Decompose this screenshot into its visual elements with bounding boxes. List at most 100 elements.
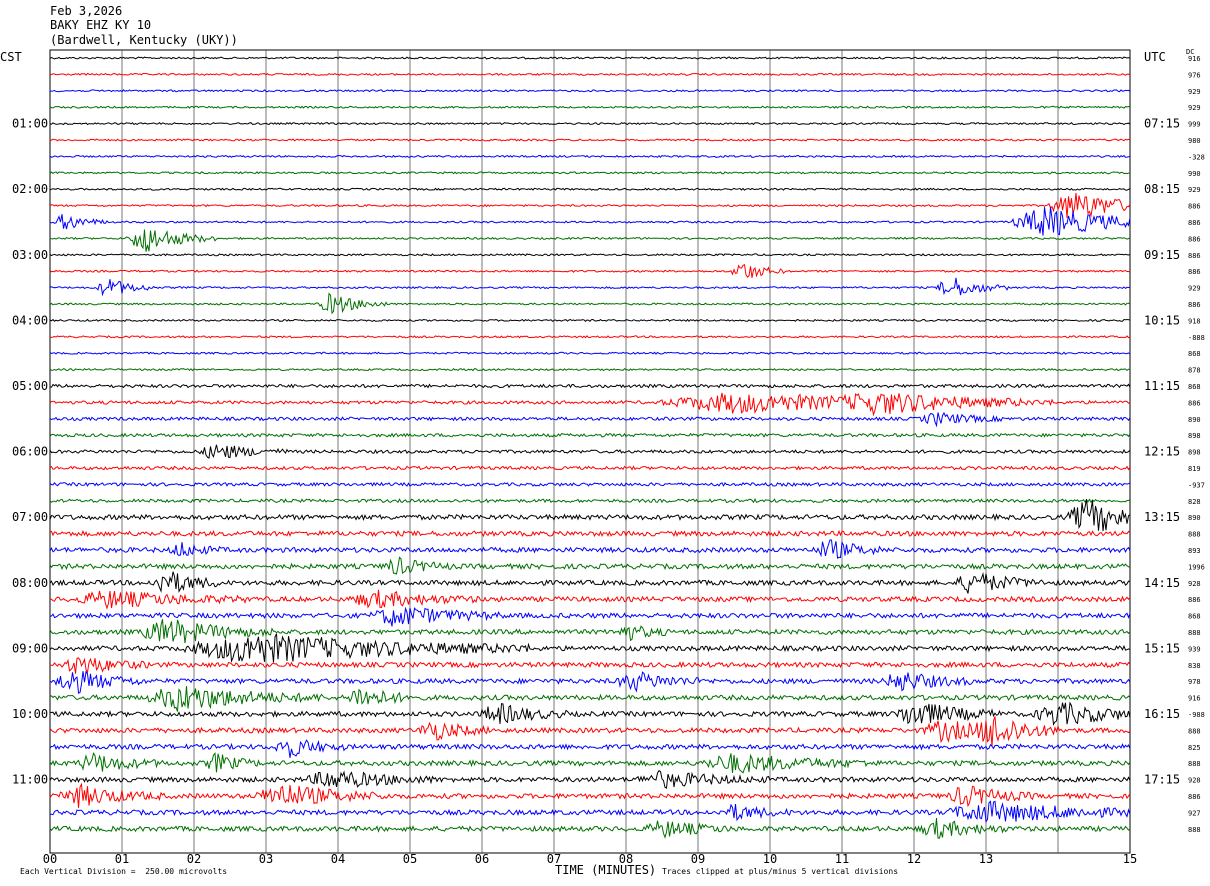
station-location: (Bardwell, Kentucky (UKY)) <box>50 33 238 47</box>
seismic-trace-line <box>49 619 1131 644</box>
left-hour-label: 01:00 <box>12 117 48 131</box>
right-hour-label: 12:15 <box>1144 445 1180 459</box>
seismic-trace-line <box>49 539 1131 559</box>
seismic-trace-line <box>49 481 1131 487</box>
seismic-trace-line <box>49 606 1131 627</box>
seismic-trace-line <box>49 154 1131 159</box>
x-tick-label: 06 <box>475 852 489 866</box>
x-axis-label: TIME (MINUTES) <box>555 863 657 877</box>
seismic-trace-line <box>49 105 1131 109</box>
left-hour-label: 11:00 <box>12 773 48 787</box>
dc-offset-value: 918 <box>1188 317 1201 325</box>
seismic-trace-line <box>49 171 1131 175</box>
seismic-trace-line <box>49 383 1131 389</box>
dc-offset-value: 999 <box>1188 121 1201 129</box>
station-code: BAKY EHZ KY 10 <box>50 18 152 32</box>
dc-offset-value: 976 <box>1188 71 1201 79</box>
x-tick-label: 05 <box>403 852 417 866</box>
dc-offset-value: 980 <box>1188 137 1201 145</box>
seismic-trace-line <box>49 716 1131 747</box>
x-tick-label: 09 <box>691 852 705 866</box>
dc-offset-value: 886 <box>1188 596 1201 604</box>
right-timezone-label: UTC <box>1144 50 1166 64</box>
seismic-trace-line <box>50 89 1131 93</box>
dc-column-label: DC <box>1186 48 1195 56</box>
x-tick-label: 12 <box>907 852 921 866</box>
seismic-trace-line <box>49 633 1131 664</box>
dc-offset-value: 916 <box>1188 695 1201 703</box>
x-tick-label: 13 <box>979 852 993 866</box>
dc-offset-value: 828 <box>1188 498 1201 506</box>
dc-offset-value: 888 <box>1188 760 1201 768</box>
seismic-trace-line <box>49 263 1131 278</box>
clip-note: Traces clipped at plus/minus 5 vertical … <box>662 867 899 876</box>
dc-offset-value: 890 <box>1188 514 1201 522</box>
dc-offset-value: 868 <box>1188 613 1201 621</box>
seismic-trace-line <box>49 800 1131 824</box>
dc-offset-value: 888 <box>1188 531 1201 539</box>
seismic-trace-line <box>49 657 1131 674</box>
left-hour-label: 05:00 <box>12 379 48 393</box>
dc-offset-value: 893 <box>1188 547 1201 555</box>
dc-offset-value: 838 <box>1188 662 1201 670</box>
right-hour-label: 14:15 <box>1144 576 1180 590</box>
left-hour-label: 10:00 <box>12 707 48 721</box>
dc-offset-value: 886 <box>1188 252 1201 260</box>
x-tick-label: 04 <box>331 852 345 866</box>
left-hour-label: 02:00 <box>12 182 48 196</box>
seismic-trace-line <box>49 206 1131 236</box>
dc-offset-value: 929 <box>1188 186 1201 194</box>
seismic-trace-line <box>49 187 1131 191</box>
dc-offset-value: -328 <box>1188 153 1205 161</box>
dc-offset-value: 868 <box>1188 383 1201 391</box>
seismic-trace-line <box>49 444 1131 459</box>
dc-offset-value: 819 <box>1188 465 1201 473</box>
left-hour-label: 08:00 <box>12 576 48 590</box>
x-tick-label: 00 <box>43 852 57 866</box>
dc-offset-value: 888 <box>1188 826 1201 834</box>
seismic-trace-line <box>49 498 1131 504</box>
seismic-trace-line <box>49 411 1131 428</box>
seismic-trace-line <box>49 253 1131 257</box>
scale-note: Each Vertical Division = 250.00 microvol… <box>20 867 228 876</box>
right-hour-label: 11:15 <box>1144 379 1180 393</box>
seismic-trace-line <box>49 739 1131 758</box>
dc-offset-value: 1996 <box>1188 563 1205 571</box>
right-hour-label: 10:15 <box>1144 313 1180 327</box>
x-tick-label: 11 <box>835 852 849 866</box>
dc-offset-value: 888 <box>1188 727 1201 735</box>
x-tick-label: 10 <box>763 852 777 866</box>
right-hour-label: 13:15 <box>1144 510 1180 524</box>
seismic-trace-line <box>49 392 1131 417</box>
seismic-trace-line <box>49 670 1131 694</box>
dc-offset-value: 927 <box>1188 809 1201 817</box>
seismic-trace-line <box>49 701 1131 726</box>
left-hour-label: 03:00 <box>12 248 48 262</box>
seismic-trace-line <box>49 72 1131 77</box>
dc-offset-value: 878 <box>1188 367 1201 375</box>
seismic-trace-line <box>49 686 1131 712</box>
dc-offset-value: 825 <box>1188 744 1201 752</box>
seismic-trace-line <box>49 318 1131 323</box>
dc-offset-value: 929 <box>1188 104 1201 112</box>
seismic-trace-line <box>50 589 1131 610</box>
dc-offset-value: 990 <box>1188 170 1201 178</box>
seismic-trace-line <box>49 752 1131 774</box>
seismic-trace-line <box>49 335 1131 339</box>
x-tick-label: 08 <box>619 852 633 866</box>
x-tick-label: 03 <box>259 852 273 866</box>
left-hour-label: 07:00 <box>12 510 48 524</box>
dc-offset-value: -988 <box>1188 711 1205 719</box>
seismic-trace-line <box>49 138 1131 142</box>
dc-offset-value: -937 <box>1188 481 1205 489</box>
seismic-trace-line <box>49 529 1131 538</box>
seismic-trace-line <box>49 782 1131 808</box>
seismic-trace-line <box>49 277 1131 297</box>
seismic-trace-line <box>49 56 1131 60</box>
seismic-trace-line <box>49 499 1131 532</box>
dc-offset-value: 978 <box>1188 678 1201 686</box>
left-hour-label: 04:00 <box>12 313 48 327</box>
left-hour-label: 09:00 <box>12 641 48 655</box>
plot-date: Feb 3,2026 <box>50 4 123 18</box>
